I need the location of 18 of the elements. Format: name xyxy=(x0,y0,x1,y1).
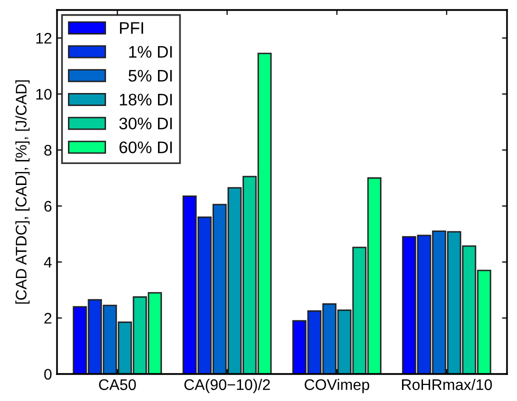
y-tick-label: 0 xyxy=(44,368,52,380)
y-tick-label: 10 xyxy=(36,88,52,100)
legend-label: 30% DI xyxy=(119,118,172,130)
y-axis-title: [CAD ATDC], [CAD], [%], [J/CAD] xyxy=(15,80,30,304)
y-tick-label: 2 xyxy=(44,312,52,324)
y-tick-label: 12 xyxy=(36,32,52,44)
legend-label: 5% DI xyxy=(128,70,172,82)
legend-label: PFI xyxy=(120,22,144,34)
x-tick-label: RoHRmax/10 xyxy=(402,378,492,390)
legend-label: 18% DI xyxy=(120,94,172,106)
y-tick-label: 8 xyxy=(44,144,52,156)
y-tick-label: 4 xyxy=(44,257,52,268)
x-tick-label: CA50 xyxy=(99,379,136,390)
x-tick-label: CA(90−10)/2 xyxy=(184,378,270,394)
legend-label: 1% DI xyxy=(129,46,172,58)
y-tick-label: 6 xyxy=(44,200,52,212)
x-tick-label: COVimep xyxy=(304,378,370,394)
legend-label: 60% DI xyxy=(120,141,172,154)
